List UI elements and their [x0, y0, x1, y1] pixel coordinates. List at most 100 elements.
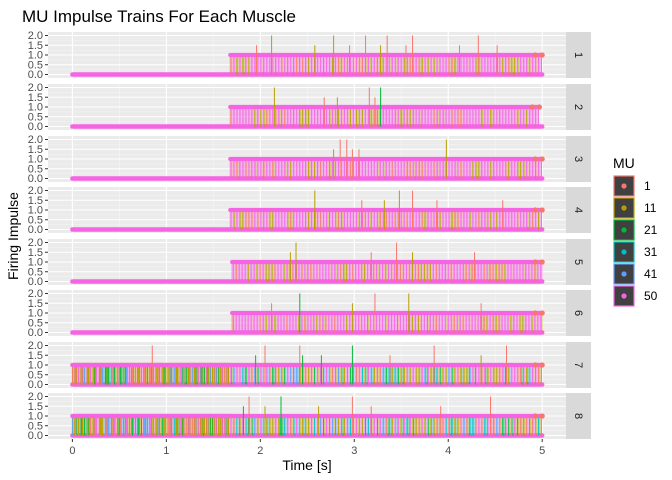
x-axis-label: Time [s]: [282, 457, 331, 473]
strip-label: 6: [572, 310, 584, 316]
y-tick-label: 0.0: [28, 224, 43, 236]
x-axis: 0 1 2 3 4 5: [69, 439, 545, 457]
facet-panel-7: 0.00.51.01.52.0 7: [28, 340, 591, 391]
impulse-point: [532, 259, 538, 265]
y-tick-label: 2.0: [28, 134, 43, 146]
impulse-point: [536, 104, 542, 110]
x-tick-label: 4: [445, 445, 451, 457]
x-tick-label: 5: [539, 445, 545, 457]
y-tick-label: 2.0: [28, 30, 43, 42]
facet-panel-3: 0.00.51.01.52.0 3: [28, 134, 591, 185]
y-tick-label: 1.0: [28, 205, 43, 217]
strip-background: [566, 342, 591, 388]
impulse-markers: [228, 104, 542, 127]
y-tick-label: 2.0: [28, 288, 43, 300]
legend-label-1: 1: [644, 179, 651, 193]
legend-label-11: 11: [644, 201, 657, 215]
y-tick-label: 0.0: [28, 173, 43, 185]
y-tick-label: 1.0: [28, 308, 43, 320]
legend-point-21: [621, 227, 627, 233]
impulse-point: [532, 156, 538, 162]
y-axis-label: Firing Impulse: [5, 192, 21, 280]
y-tick-label: 0.5: [28, 214, 43, 226]
impulse-point: [539, 310, 545, 316]
y-tick-label: 2.0: [28, 391, 43, 403]
strip-background: [566, 393, 591, 439]
y-tick-label: 1.5: [28, 350, 43, 362]
strip-label: 1: [572, 52, 584, 58]
strip-background: [566, 290, 591, 336]
facet-panel-2: 0.00.51.01.52.0 2: [28, 82, 591, 133]
y-tick-label: 0.5: [28, 59, 43, 71]
legend-label-31: 31: [644, 245, 658, 259]
impulse-markers: [230, 259, 545, 282]
impulse-point: [532, 362, 538, 368]
x-tick-label: 0: [69, 445, 75, 457]
strip-label: 7: [572, 362, 584, 368]
y-tick-label: 1.0: [28, 50, 43, 62]
y-tick-label: 1.0: [28, 102, 43, 114]
strip-label: 3: [572, 156, 584, 162]
strip-label: 2: [572, 104, 584, 110]
y-tick-label: 1.5: [28, 92, 43, 104]
y-tick-label: 0.0: [28, 276, 43, 288]
y-tick-label: 0.5: [28, 420, 43, 432]
y-tick-label: 1.0: [28, 360, 43, 372]
y-tick-label: 0.0: [28, 69, 43, 81]
chart-title: MU Impulse Trains For Each Muscle: [22, 7, 296, 26]
y-tick-label: 0.0: [28, 430, 43, 442]
strip-background: [566, 136, 591, 182]
strip-background: [566, 32, 591, 78]
strip-label: 5: [572, 259, 584, 265]
impulse-point: [532, 310, 538, 316]
facet-panel-6: 0.00.51.01.52.0 6: [28, 288, 591, 339]
legend-point-50: [621, 293, 627, 299]
legend-point-41: [621, 271, 627, 277]
impulse-markers: [70, 413, 545, 436]
y-tick-label: 1.5: [28, 298, 43, 310]
y-tick-label: 1.0: [28, 154, 43, 166]
y-tick-label: 0.5: [28, 266, 43, 278]
y-tick-label: 1.0: [28, 257, 43, 269]
y-tick-label: 2.0: [28, 82, 43, 94]
x-tick-label: 3: [351, 445, 357, 457]
impulse-markers: [230, 310, 545, 333]
impulse-point: [532, 52, 538, 58]
legend-point-1: [621, 183, 627, 189]
y-tick-label: 1.0: [28, 411, 43, 423]
y-tick-label: 1.5: [28, 144, 43, 156]
y-tick-label: 2.0: [28, 237, 43, 249]
strip-background: [566, 239, 591, 285]
strip-background: [566, 187, 591, 233]
impulse-point: [539, 52, 545, 58]
legend-label-21: 21: [644, 223, 658, 237]
legend-title: MU: [613, 155, 635, 171]
facet-panels: 0.00.51.01.52.010.00.51.01.52.020.00.51.…: [28, 30, 591, 457]
impulse-point: [532, 207, 538, 213]
y-tick-label: 0.0: [28, 121, 43, 133]
strip-label: 8: [572, 413, 584, 419]
y-tick-label: 0.0: [28, 379, 43, 391]
y-tick-label: 0.5: [28, 163, 43, 175]
impulse-point: [539, 259, 545, 265]
y-tick-label: 0.5: [28, 317, 43, 329]
x-tick-label: 1: [163, 445, 169, 457]
x-tick-label: 2: [257, 445, 263, 457]
impulse-point: [539, 207, 545, 213]
legend-label-50: 50: [644, 289, 658, 303]
strip-label: 4: [572, 207, 584, 213]
impulse-markers: [70, 362, 545, 385]
impulse-point: [539, 413, 545, 419]
legend-point-31: [621, 249, 627, 255]
y-tick-label: 1.5: [28, 195, 43, 207]
facet-panel-1: 0.00.51.01.52.0 1: [28, 30, 591, 81]
legend-point-11: [621, 205, 627, 211]
impulse-markers: [228, 52, 545, 75]
impulse-point: [539, 362, 545, 368]
y-tick-label: 0.5: [28, 369, 43, 381]
y-tick-label: 0.5: [28, 111, 43, 123]
impulse-point: [539, 156, 545, 162]
y-tick-label: 2.0: [28, 185, 43, 197]
